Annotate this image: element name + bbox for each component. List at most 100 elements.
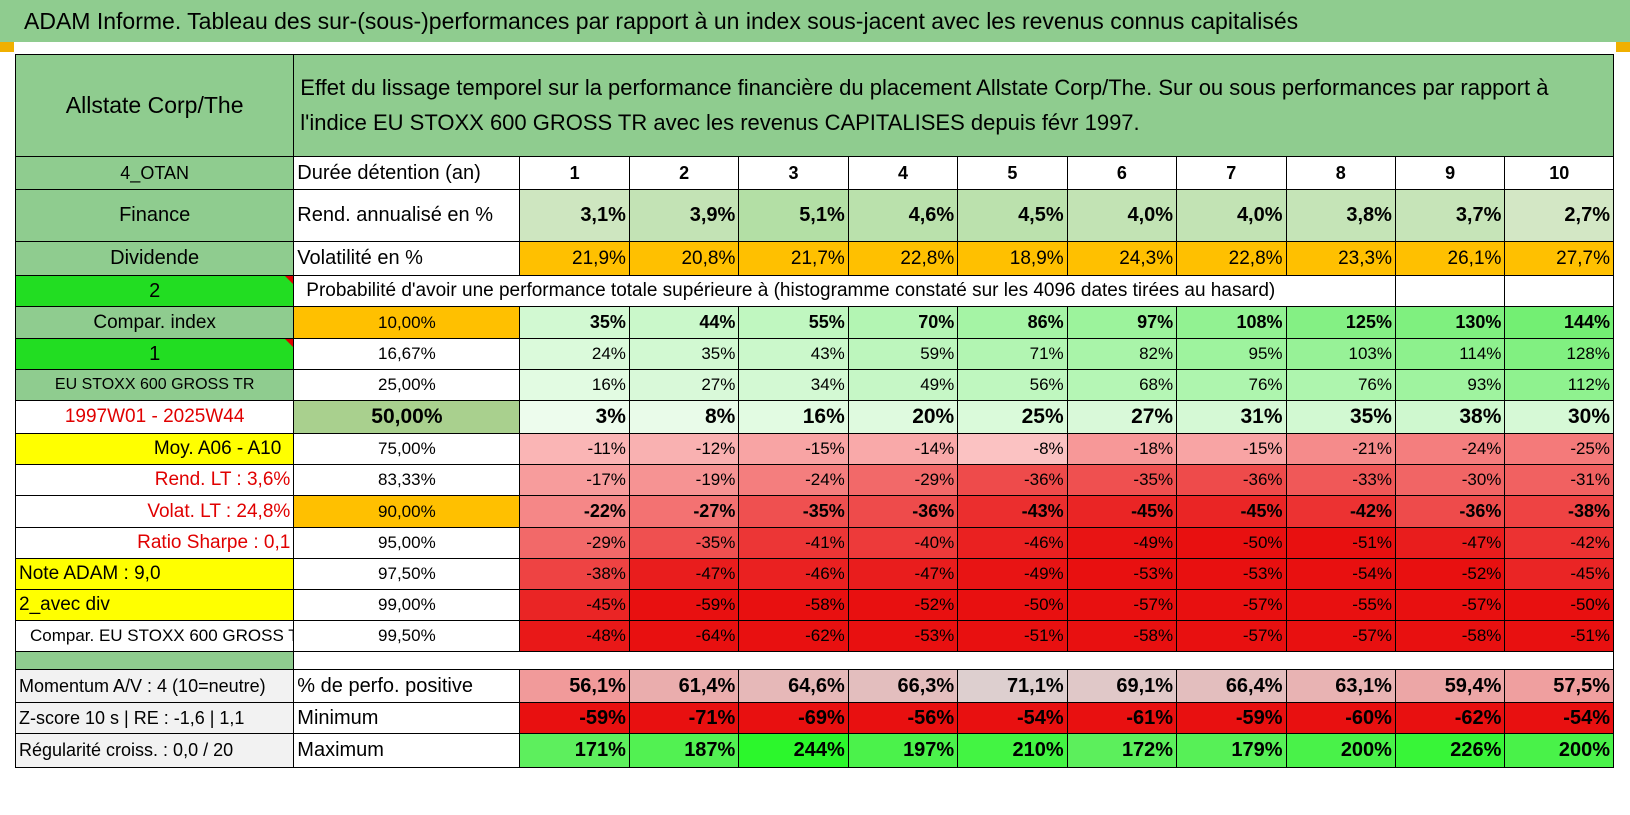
selector-2[interactable]: 2	[14, 275, 295, 307]
duree-label: Durée détention (an)	[293, 156, 521, 190]
percentile-label: 10,00%	[293, 306, 521, 339]
volat-cell: 23,3%	[1285, 241, 1396, 276]
percentile-value: -38%	[519, 558, 630, 590]
compar-index-label: Compar. index	[14, 306, 295, 339]
rend-cell: 5,1%	[738, 189, 849, 242]
zscore-label: Z-score 10 s | RE : -1,6 | 1,1	[14, 702, 295, 734]
percentile-value: -35%	[628, 527, 740, 559]
proba-label: Probabilité d'avoir une performance tota…	[293, 275, 1396, 307]
percentile-label: 25,00%	[293, 369, 521, 401]
percentile-value: -18%	[1066, 433, 1178, 465]
percentile-value: -59%	[628, 589, 740, 621]
volat-lt-label: Volat. LT : 24,8%	[14, 495, 295, 528]
percentile-value: 82%	[1066, 338, 1178, 370]
percentile-value: 68%	[1066, 369, 1178, 401]
percentile-value: 59%	[847, 338, 959, 370]
minimum-value: -54%	[1504, 702, 1614, 734]
percentile-value: -22%	[519, 495, 630, 528]
minimum-value: -71%	[628, 702, 740, 734]
maximum-value: 200%	[1504, 733, 1614, 768]
percentile-value: -48%	[519, 620, 630, 652]
percentile-label: 90,00%	[293, 495, 521, 528]
volat-cell: 18,9%	[957, 241, 1068, 276]
percentile-value: 38%	[1394, 400, 1506, 434]
rend-label: Rend. annualisé en %	[293, 189, 521, 242]
percentile-value: -57%	[1285, 620, 1396, 652]
percentile-value: 16%	[738, 400, 849, 434]
avec-div-label: 2_avec div	[14, 589, 295, 621]
percentile-value: -38%	[1504, 495, 1614, 528]
sector-label: Finance	[14, 189, 295, 242]
percentile-value: 86%	[957, 306, 1068, 339]
percentile-value: -42%	[1504, 527, 1614, 559]
rend-cell: 3,8%	[1285, 189, 1396, 242]
percentile-value: -49%	[1066, 527, 1178, 559]
percentile-value: 24%	[519, 338, 630, 370]
percentile-value: -58%	[1066, 620, 1178, 652]
percentile-value: 30%	[1504, 400, 1614, 434]
volat-cell: 24,3%	[1066, 241, 1178, 276]
percentile-value: -50%	[1504, 589, 1614, 621]
percentile-value: 55%	[738, 306, 849, 339]
percentile-value: -31%	[1504, 464, 1614, 496]
percentile-value: -8%	[957, 433, 1068, 465]
percentile-value: -29%	[847, 464, 959, 496]
percentile-value: 8%	[628, 400, 740, 434]
orange-marker-left	[0, 42, 14, 52]
percentile-value: -49%	[957, 558, 1068, 590]
percentile-value: -53%	[847, 620, 959, 652]
volat-cell: 27,7%	[1504, 241, 1614, 276]
maximum-value: 197%	[847, 733, 959, 768]
percentile-value: 31%	[1176, 400, 1287, 434]
percentile-label: 99,50%	[293, 620, 521, 652]
percentile-label: 97,50%	[293, 558, 521, 590]
report-title: ADAM Informe. Tableau des sur-(sous-)per…	[0, 0, 1630, 42]
percentile-value: -36%	[847, 495, 959, 528]
table-description: Effet du lissage temporel sur la perform…	[293, 54, 1614, 157]
percentile-value: 95%	[1176, 338, 1287, 370]
percentile-value: -33%	[1285, 464, 1396, 496]
percentile-value: -53%	[1066, 558, 1178, 590]
volat-cell: 26,1%	[1394, 241, 1506, 276]
year-header: 10	[1504, 156, 1614, 190]
rend-lt-label: Rend. LT : 3,6%	[14, 464, 295, 496]
percentile-value: -62%	[738, 620, 849, 652]
selector-1[interactable]: 1	[14, 338, 295, 370]
percentile-value: -47%	[1394, 527, 1506, 559]
percentile-value: 34%	[738, 369, 849, 401]
positive-value: 59,4%	[1394, 669, 1506, 703]
volat-cell: 22,8%	[1176, 241, 1287, 276]
percentile-value: -58%	[738, 589, 849, 621]
minimum-value: -59%	[519, 702, 630, 734]
year-header: 6	[1066, 156, 1178, 190]
percentile-value: 27%	[628, 369, 740, 401]
percentile-value: -40%	[847, 527, 959, 559]
percentile-value: -35%	[1066, 464, 1178, 496]
maximum-value: 200%	[1285, 733, 1396, 768]
year-header: 9	[1394, 156, 1506, 190]
percentile-value: -14%	[847, 433, 959, 465]
percentile-value: -58%	[1394, 620, 1506, 652]
maximum-value: 179%	[1176, 733, 1287, 768]
minimum-value: -60%	[1285, 702, 1396, 734]
year-header: 3	[738, 156, 849, 190]
percentile-label: 95,00%	[293, 527, 521, 559]
year-header: 7	[1176, 156, 1287, 190]
positive-value: 56,1%	[519, 669, 630, 703]
percentile-value: -12%	[628, 433, 740, 465]
percentile-value: 70%	[847, 306, 959, 339]
percentile-value: -45%	[519, 589, 630, 621]
percentile-value: -45%	[1176, 495, 1287, 528]
percentile-value: -47%	[628, 558, 740, 590]
minimum-value: -62%	[1394, 702, 1506, 734]
empty-cell	[1504, 275, 1614, 307]
percentile-value: -55%	[1285, 589, 1396, 621]
year-header: 5	[957, 156, 1068, 190]
compar-full-label: Compar. EU STOXX 600 GROSS TR	[14, 620, 295, 652]
percentile-value: 97%	[1066, 306, 1178, 339]
rend-cell: 3,1%	[519, 189, 630, 242]
percentile-value: -11%	[519, 433, 630, 465]
maximum-value: 171%	[519, 733, 630, 768]
maximum-value: 210%	[957, 733, 1068, 768]
percentile-value: -27%	[628, 495, 740, 528]
